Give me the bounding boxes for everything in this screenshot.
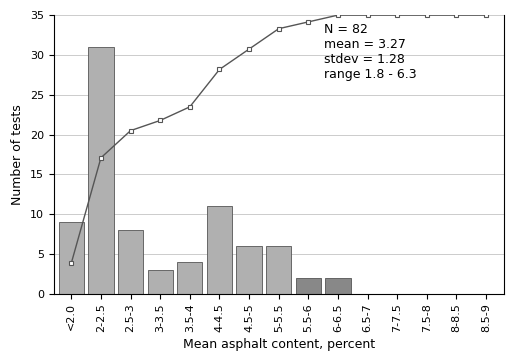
Bar (325, 278, 351, 294)
Bar (296, 278, 321, 294)
Bar (148, 270, 173, 294)
Bar (177, 262, 202, 294)
Text: N = 82
mean = 3.27
stdev = 1.28
range 1.8 - 6.3: N = 82 mean = 3.27 stdev = 1.28 range 1.… (324, 24, 416, 81)
X-axis label: Mean asphalt content, percent: Mean asphalt content, percent (183, 338, 375, 351)
Bar (59, 222, 84, 294)
Bar (236, 246, 262, 294)
Bar (207, 206, 232, 294)
Bar (118, 230, 143, 294)
Bar (266, 246, 291, 294)
Bar (89, 47, 113, 294)
Y-axis label: Number of tests: Number of tests (11, 104, 24, 205)
